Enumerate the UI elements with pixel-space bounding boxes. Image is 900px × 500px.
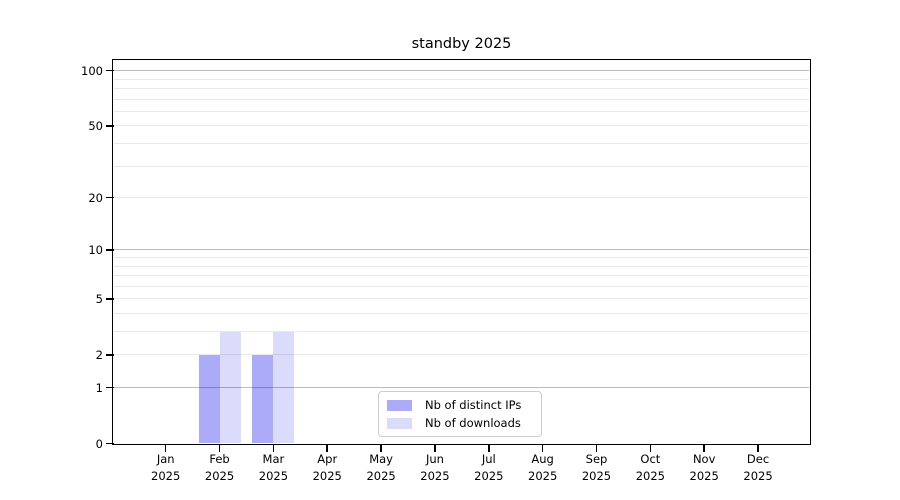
x-tick-label: Jan 2025 (151, 452, 181, 483)
y-tick-mark (105, 442, 114, 445)
major-gridline (114, 249, 809, 251)
y-tick-mark (105, 196, 114, 199)
legend: Nb of distinct IPs Nb of downloads (378, 391, 542, 437)
chart-title: standby 2025 (411, 36, 512, 52)
minor-gridline (114, 331, 809, 333)
legend-label-downloads: Nb of downloads (425, 415, 521, 430)
legend-label-distinct-ips: Nb of distinct IPs (425, 397, 522, 412)
x-tick-label: Jul 2025 (474, 452, 504, 483)
minor-gridline (114, 98, 809, 100)
x-tick-label: Apr 2025 (312, 452, 342, 483)
minor-gridline (114, 298, 809, 300)
y-tick-mark (105, 386, 114, 389)
bar (219, 331, 241, 444)
minor-gridline (114, 265, 809, 267)
y-tick-mark (105, 69, 114, 72)
bar (198, 354, 220, 444)
legend-item-distinct-ips: Nb of distinct IPs (387, 396, 533, 414)
x-tick-mark (595, 444, 598, 452)
x-tick-mark (488, 444, 490, 452)
x-tick-label: Jun 2025 (420, 452, 450, 483)
y-tick-label: 10 (88, 242, 103, 257)
legend-item-downloads: Nb of downloads (387, 414, 533, 432)
y-tick-label: 1 (95, 380, 103, 395)
legend-swatch-distinct-ips-icon (387, 399, 412, 411)
minor-gridline (114, 165, 809, 167)
minor-gridline (114, 197, 809, 199)
x-tick-label: Dec 2025 (743, 452, 773, 483)
x-tick-label: Nov 2025 (689, 452, 719, 483)
y-tick-label: 20 (88, 190, 103, 205)
minor-gridline (114, 110, 809, 112)
minor-gridline (114, 78, 809, 80)
x-tick-mark (218, 444, 221, 452)
bar (252, 354, 274, 444)
y-tick-mark (105, 249, 114, 251)
x-tick-mark (326, 444, 329, 452)
x-tick-label: May 2025 (366, 452, 396, 483)
x-tick-mark (272, 444, 275, 452)
y-tick-label: 50 (88, 118, 103, 133)
y-tick-label: 5 (95, 291, 103, 306)
y-tick-mark (105, 125, 114, 127)
minor-gridline (114, 285, 809, 287)
x-tick-mark (380, 444, 382, 452)
minor-gridline (114, 125, 809, 127)
x-tick-mark (164, 444, 167, 452)
minor-gridline (114, 257, 809, 258)
x-tick-mark (434, 444, 436, 452)
bar (273, 331, 295, 444)
minor-gridline (114, 143, 809, 145)
y-tick-label: 0 (95, 436, 103, 451)
x-tick-label: Mar 2025 (258, 452, 289, 483)
x-tick-mark (703, 444, 705, 452)
legend-swatch-downloads-icon (387, 417, 412, 429)
x-tick-mark (757, 444, 759, 452)
x-tick-label: Sep 2025 (581, 452, 612, 483)
minor-gridline (114, 312, 809, 314)
minor-gridline (114, 88, 809, 90)
x-tick-mark (649, 444, 652, 452)
major-gridline (114, 70, 809, 72)
y-tick-label: 2 (95, 347, 103, 362)
x-tick-label: Feb 2025 (204, 452, 235, 483)
x-tick-label: Aug 2025 (528, 452, 558, 483)
minor-gridline (114, 354, 809, 356)
x-tick-mark (541, 444, 544, 452)
y-tick-label: 100 (81, 63, 103, 78)
y-tick-mark (105, 353, 114, 356)
minor-gridline (114, 275, 809, 277)
x-tick-label: Oct 2025 (635, 452, 665, 483)
major-gridline (114, 387, 809, 388)
y-tick-mark (105, 297, 114, 300)
